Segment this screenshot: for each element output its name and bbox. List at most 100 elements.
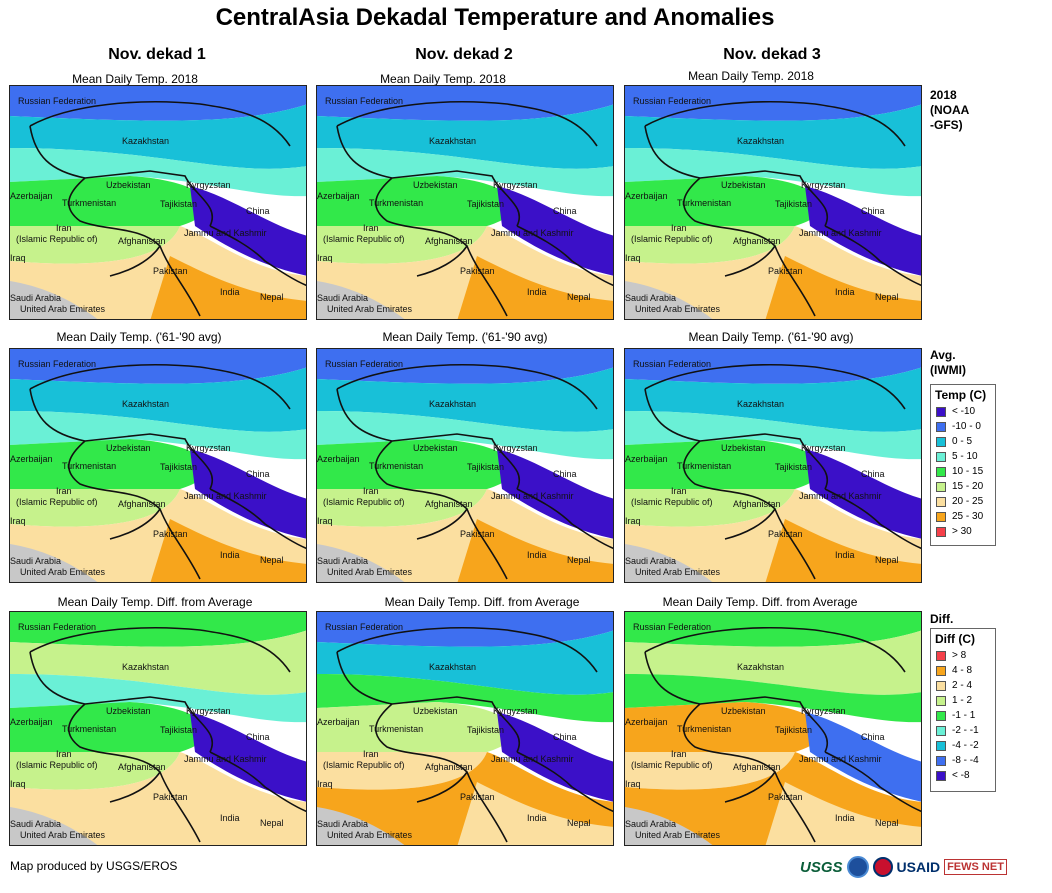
- map-label-kyrgyzstan: Kyrgyzstan: [186, 180, 231, 190]
- map-label-afghanistan: Afghanistan: [118, 236, 166, 246]
- temperature-zone: [765, 256, 921, 319]
- map-label-china: China: [861, 469, 885, 479]
- temperature-zone: [625, 104, 921, 169]
- temp-legend: Temp (C) < -10 -10 - 0 0 - 5 5 - 10 10 - 15 1…: [930, 384, 996, 546]
- gulf-area: [317, 544, 405, 582]
- map-label-iran-1: Iran: [363, 749, 379, 759]
- map-label-iran-2: (Islamic Republic of): [323, 760, 405, 770]
- temperature-zone: [625, 349, 921, 384]
- legend-item: < -8: [936, 768, 995, 783]
- map-label-iraq: Iraq: [317, 779, 333, 789]
- temperature-zone: [625, 612, 921, 647]
- map-label-uzbekistan: Uzbekistan: [721, 180, 766, 190]
- map-label-russia: Russian Federation: [633, 622, 712, 632]
- temperature-zone: [625, 176, 823, 226]
- map-label-saudi: Saudi Arabia: [625, 556, 677, 566]
- map-panel-average-d2: Russian Federation Kazakhstan Uzbekistan Ky…: [316, 348, 614, 583]
- legend-label: > 30: [952, 526, 972, 537]
- panel-title: Mean Daily Temp. Diff. from Average: [57, 595, 253, 609]
- map-label-azerbaijan: Azerbaijan: [625, 717, 668, 727]
- map-label-iraq: Iraq: [10, 253, 26, 263]
- map-label-jammu: Jammu and Kashmir: [491, 754, 574, 764]
- map-label-uzbekistan: Uzbekistan: [106, 443, 151, 453]
- legend-label: -8 - -4: [952, 755, 979, 766]
- map-label-iran-2: (Islamic Republic of): [16, 760, 98, 770]
- map-label-jammu: Jammu and Kashmir: [184, 754, 267, 764]
- map-label-russia: Russian Federation: [325, 96, 404, 106]
- legend-item: -4 - -2: [936, 738, 995, 753]
- legend-item: 0 - 5: [936, 434, 995, 449]
- legend-label: < -8: [952, 770, 970, 781]
- temperature-zone: [805, 449, 921, 539]
- map-label-uae: United Arab Emirates: [327, 567, 413, 577]
- map-label-saudi: Saudi Arabia: [10, 293, 62, 303]
- map-label-uzbekistan: Uzbekistan: [106, 706, 151, 716]
- map-label-china: China: [861, 732, 885, 742]
- map-label-nepal: Nepal: [567, 292, 591, 302]
- map-label-afghanistan: Afghanistan: [425, 499, 473, 509]
- legend-item: 2 - 4: [936, 678, 995, 693]
- country-borders: [336, 101, 613, 317]
- country-borders: [644, 364, 921, 580]
- map-label-iraq: Iraq: [625, 253, 641, 263]
- legend-label: 4 - 8: [952, 665, 973, 676]
- map-label-iran-1: Iran: [363, 223, 379, 233]
- temperature-zone: [10, 349, 306, 384]
- temperature-zone: [765, 782, 921, 845]
- map-label-nepal: Nepal: [260, 818, 284, 828]
- map-label-kazakhstan: Kazakhstan: [737, 399, 785, 409]
- panel-title: Mean Daily Temp. Diff. from Average: [662, 595, 858, 609]
- temperature-zone: [10, 86, 306, 121]
- legend-label: -10 - 0: [952, 421, 981, 432]
- map-label-azerbaijan: Azerbaijan: [10, 717, 53, 727]
- legend-swatch: [936, 680, 946, 691]
- map-label-uzbekistan: Uzbekistan: [106, 180, 151, 190]
- map-label-kazakhstan: Kazakhstan: [429, 399, 477, 409]
- map-label-russia: Russian Federation: [633, 96, 712, 106]
- legend-item: > 30: [936, 524, 995, 539]
- legend-swatch: [936, 710, 946, 721]
- map-label-uzbekistan: Uzbekistan: [413, 180, 458, 190]
- temperature-zone: [317, 612, 613, 647]
- map-label-tajikistan: Tajikistan: [775, 725, 813, 735]
- map-label-russia: Russian Federation: [633, 359, 712, 369]
- map-label-azerbaijan: Azerbaijan: [317, 717, 360, 727]
- usaid-logo: USAID: [896, 859, 941, 875]
- map-label-tajikistan: Tajikistan: [467, 462, 505, 472]
- country-borders: [29, 627, 306, 843]
- map-label-pakistan: Pakistan: [768, 266, 803, 276]
- temperature-zone: [317, 349, 613, 384]
- map-label-afghanistan: Afghanistan: [425, 762, 473, 772]
- legend-swatch: [936, 481, 946, 492]
- map-label-azerbaijan: Azerbaijan: [317, 454, 360, 464]
- usgs-logo: USGS: [800, 858, 843, 876]
- map-label-iran-1: Iran: [671, 223, 687, 233]
- legend-item: -2 - -1: [936, 723, 995, 738]
- legend-label: 1 - 2: [952, 695, 973, 706]
- panel-title: Mean Daily Temp. 2018: [380, 72, 506, 86]
- legend-swatch: [936, 695, 946, 706]
- map-label-turkmenistan: Turkmenistan: [677, 724, 732, 734]
- map-label-china: China: [553, 732, 577, 742]
- map-label-india: India: [527, 550, 547, 560]
- map-label-saudi: Saudi Arabia: [10, 819, 62, 829]
- map-label-india: India: [835, 550, 855, 560]
- map-label-india: India: [220, 550, 240, 560]
- map-label-iran-2: (Islamic Republic of): [631, 760, 713, 770]
- temperature-zone: [805, 186, 921, 276]
- map-label-pakistan: Pakistan: [153, 792, 188, 802]
- temperature-zone: [805, 712, 921, 802]
- map-raster: [317, 349, 613, 582]
- map-label-iraq: Iraq: [625, 516, 641, 526]
- map-label-kazakhstan: Kazakhstan: [122, 662, 170, 672]
- map-label-uzbekistan: Uzbekistan: [413, 706, 458, 716]
- legend-label: 25 - 30: [952, 511, 984, 522]
- map-label-azerbaijan: Azerbaijan: [317, 191, 360, 201]
- country-borders: [644, 627, 921, 843]
- map-label-saudi: Saudi Arabia: [317, 293, 369, 303]
- map-label-india: India: [835, 287, 855, 297]
- map-label-india: India: [220, 287, 240, 297]
- map-label-saudi: Saudi Arabia: [317, 819, 369, 829]
- gulf-area: [625, 281, 713, 319]
- legend-label: > 8: [952, 650, 967, 661]
